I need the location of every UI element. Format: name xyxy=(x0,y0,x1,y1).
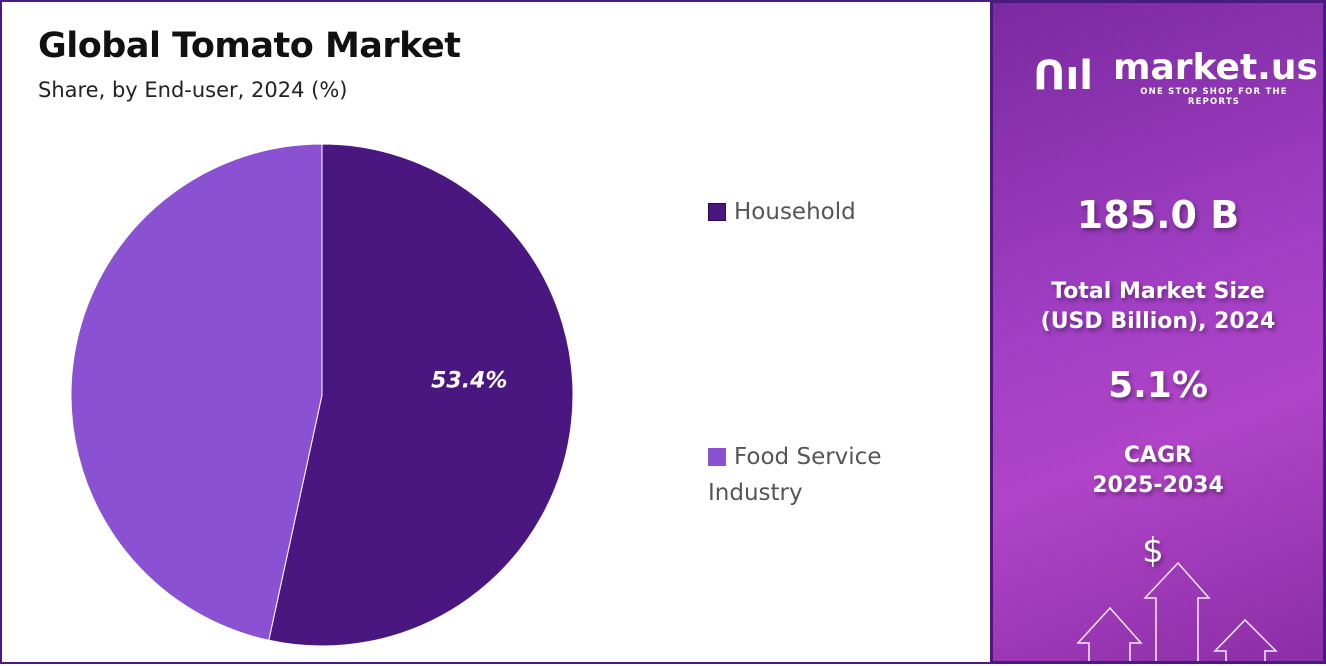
chart-panel: Global Tomato Market Share, by End-user,… xyxy=(0,0,990,664)
brand-name: market.us xyxy=(1113,47,1318,88)
market-size-label: (USD Billion), 2024 xyxy=(1040,309,1276,334)
legend-swatch xyxy=(708,448,726,466)
legend-item-food-service: Food Service Industry xyxy=(708,439,881,511)
legend-item-household: Household xyxy=(708,194,856,230)
cagr-period: 2025-2034 xyxy=(1092,473,1224,498)
brand-logo: ᑎıl market.us ONE STOP SHOP FOR THE REPO… xyxy=(1033,47,1318,107)
dollar-icon: $ xyxy=(1142,531,1164,571)
chart-subtitle: Share, by End-user, 2024 (%) xyxy=(38,78,348,102)
brand-tagline: ONE STOP SHOP FOR THE REPORTS xyxy=(1140,87,1288,107)
cagr-label: CAGR xyxy=(1123,443,1193,468)
cagr-value: 5.1% xyxy=(1108,365,1208,406)
logo-icon: ᑎıl xyxy=(1033,53,1093,99)
pie-chart: 53.4% xyxy=(70,143,574,647)
legend-swatch xyxy=(708,203,726,221)
pie-slice-food-service-industry xyxy=(70,143,323,641)
pie-slice-household xyxy=(268,143,574,647)
market-size-value: 185.0 B xyxy=(1076,193,1240,237)
summary-panel: ᑎıl market.us ONE STOP SHOP FOR THE REPO… xyxy=(990,0,1326,664)
growth-arrows-icon xyxy=(1076,561,1278,661)
market-size-label: Total Market Size xyxy=(1051,279,1265,304)
chart-title: Global Tomato Market xyxy=(38,26,461,66)
legend-label: Food Service xyxy=(734,444,882,470)
data-label: 53.4% xyxy=(431,369,507,394)
legend-label: Household xyxy=(734,199,856,225)
legend-label: Industry xyxy=(708,480,803,506)
